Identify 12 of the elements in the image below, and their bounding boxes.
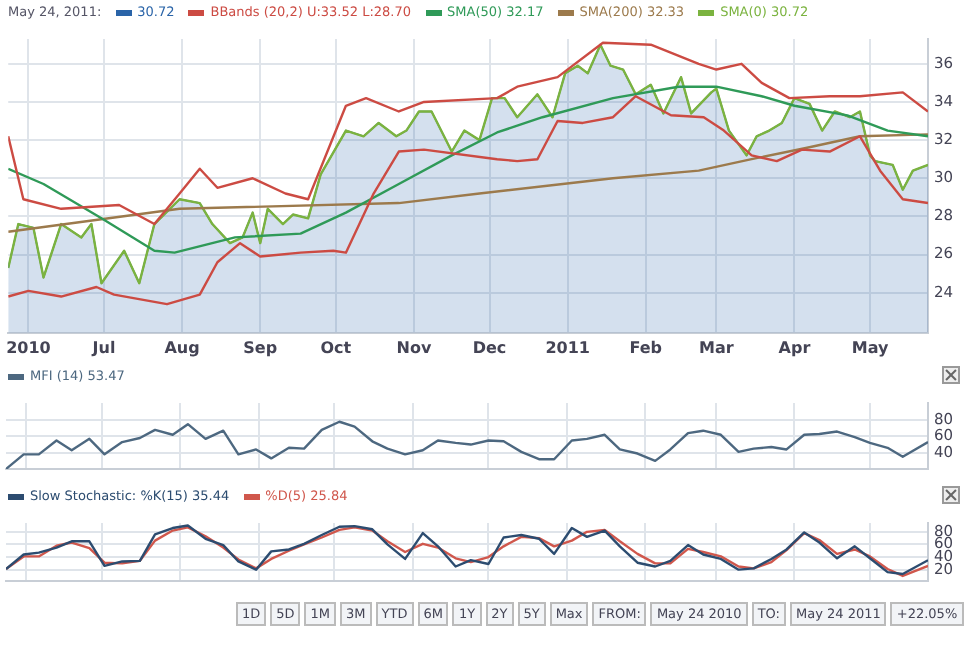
- x-tick-label: Mar: [699, 338, 734, 357]
- x-tick-label: 2011: [545, 338, 591, 357]
- x-tick-label: May: [851, 338, 890, 357]
- x-tick-label: Sep: [243, 338, 278, 357]
- x-tick-label: Apr: [778, 338, 811, 357]
- x-tick-label: Oct: [320, 338, 352, 357]
- x-tick-label: Jul: [90, 338, 116, 357]
- x-tick-label: Feb: [629, 338, 663, 357]
- x-tick-label: 2010: [6, 338, 52, 357]
- x-tick-label: Dec: [472, 338, 507, 357]
- x-tick-label: Aug: [164, 338, 201, 357]
- x-tick-label: Nov: [396, 338, 433, 357]
